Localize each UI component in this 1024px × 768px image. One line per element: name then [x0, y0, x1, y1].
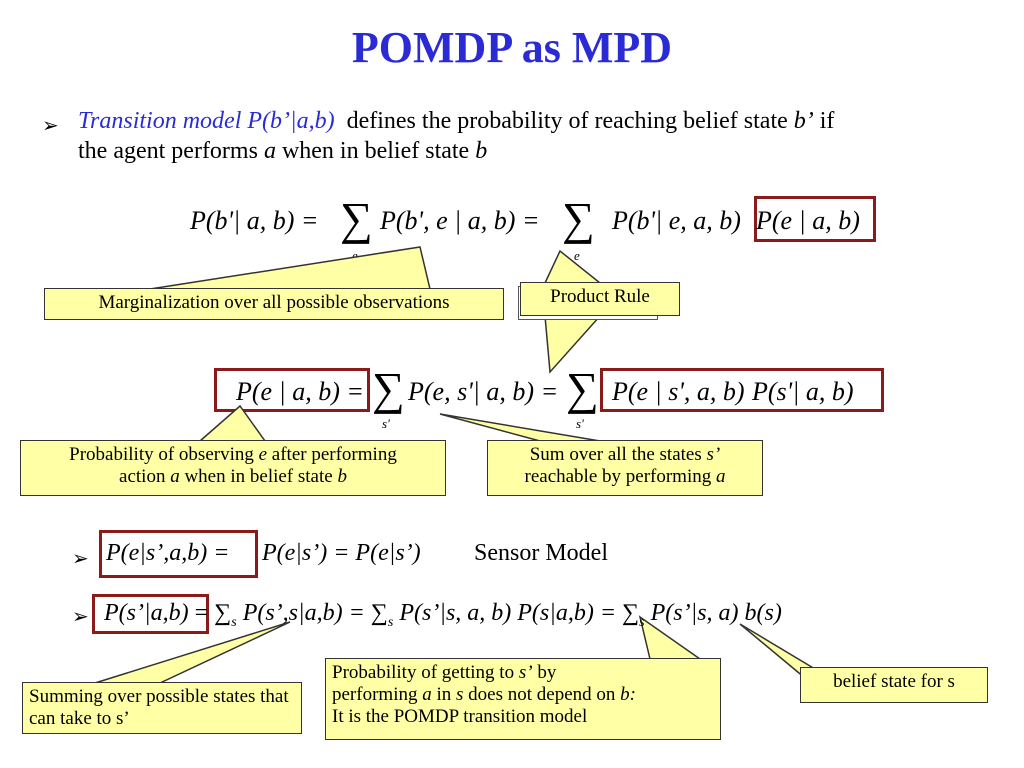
note-prob-observing: Probability of observing e after perform… — [20, 440, 446, 496]
eq1-sum-1: ∑ — [340, 193, 373, 244]
eq2-mid: P(e, s'| a, b) = — [408, 377, 559, 406]
eq1-rhs-2: P(e | a, b) — [756, 206, 860, 235]
eq2-highlight-box-right — [600, 368, 884, 412]
note-belief-state: belief state for s — [800, 667, 988, 703]
transition-model-term: Transition model P(b’|a,b) — [78, 108, 335, 134]
bullet1-text-a: defines the probability of reaching beli… — [346, 108, 788, 134]
eq2-rhs-2: P(s'| a, b) — [752, 377, 854, 406]
note-prob-getting: Probability of getting to s’ by performi… — [325, 658, 721, 740]
sensor-highlight-box — [99, 530, 258, 578]
note-sum-states: Sum over all the states s’ reachable by … — [487, 440, 763, 496]
bullet-arrow-icon: ➢ — [72, 606, 89, 628]
summing-highlight-box — [92, 594, 209, 634]
bullet1-a: a — [263, 138, 276, 164]
eq1-sub-1: e — [352, 248, 358, 263]
sensor-model-label: Sensor Model — [474, 540, 608, 566]
bullet-arrow-icon: ➢ — [72, 548, 89, 570]
bullet1-b-prime: b’ — [793, 108, 814, 134]
pointer-product-rule-up — [543, 249, 603, 284]
bullet3-formula: P(s’|a,b) = ∑s P(s’,s|a,b) = ∑s P(s’|s, … — [104, 600, 782, 630]
bullet1-text-b: if — [819, 108, 835, 134]
eq2-rhs-1: P(e | s', a, b) — [612, 377, 745, 406]
eq2-sum-1: ∑ — [372, 363, 405, 414]
bullet-transition-model: Transition model P(b’|a,b) defines the p… — [78, 106, 998, 166]
eq1-mid: P(b', e | a, b) = — [380, 206, 540, 235]
eq1-sum-2: ∑ — [562, 193, 595, 244]
eq2-sub-2: s' — [576, 416, 584, 431]
bullet1-text-d: when in belief state — [281, 138, 470, 164]
eq1-highlight-box — [754, 196, 876, 242]
eq2-lhs: P(e | a, b) = — [236, 377, 364, 406]
pointer-product-rule-down — [544, 315, 602, 374]
pointer-prob-observing — [198, 404, 267, 442]
note-summing: Summing over possible states that can ta… — [22, 682, 302, 734]
eq2-highlight-box-left — [214, 368, 370, 412]
pointer-sum-states — [439, 413, 601, 442]
bullet1-text-c: the agent performs — [78, 138, 258, 164]
eq1-sub-2: e — [574, 248, 580, 263]
slide-title: POMDP as MPD — [351, 23, 673, 72]
note-product-rule: Product Rule — [520, 282, 680, 316]
eq1-lhs: P(b'| a, b) = — [190, 206, 319, 235]
sensor-rest-expr: P(e|s’) = P(e|s’) — [262, 540, 421, 566]
eq2-sum-2: ∑ — [566, 363, 599, 414]
bullet-arrow-icon: ➢ — [42, 115, 59, 137]
note-marginalization: Marginalization over all possible observ… — [44, 288, 504, 320]
sensor-boxed-expr: P(e|s’,a,b) = — [106, 540, 230, 566]
eq2-sub-1: s' — [382, 416, 390, 431]
pointer-marginalization — [149, 246, 431, 290]
eq1-rhs-1: P(b'| e, a, b) — [612, 206, 741, 235]
bullet1-b: b — [475, 138, 488, 164]
